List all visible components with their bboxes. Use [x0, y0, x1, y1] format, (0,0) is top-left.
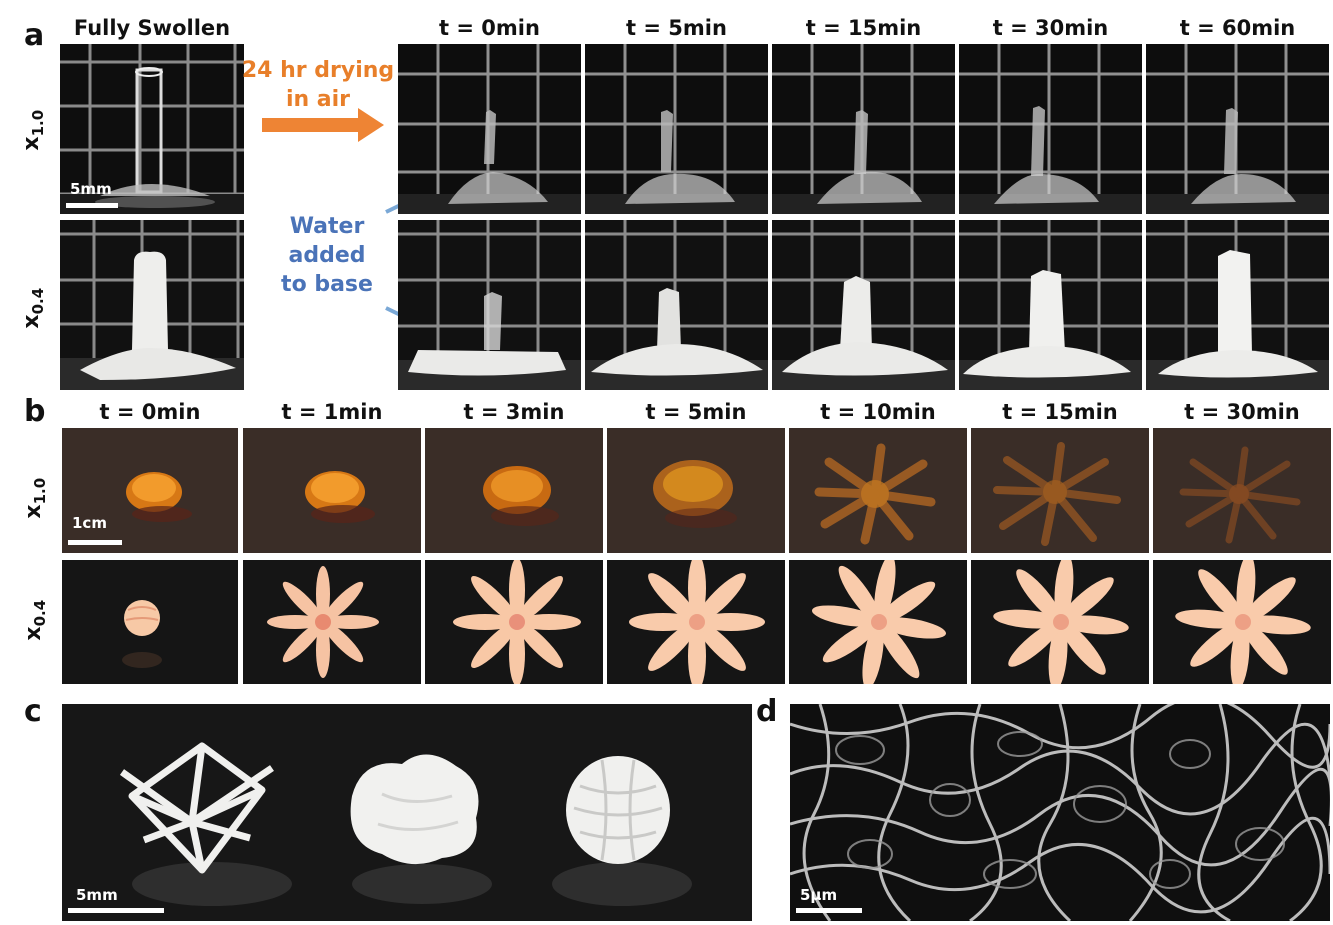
b-scale-text: 1cm [72, 514, 107, 532]
water-annotation: Water added to base [262, 212, 392, 299]
a-time-3: t = 30min [992, 16, 1109, 40]
water-line3: to base [281, 272, 373, 297]
b-x04-t0-photo [62, 560, 238, 684]
a-x10-t60-photo [1146, 44, 1329, 214]
b-x10-t1-photo [243, 428, 421, 553]
panel-label-a: a [24, 18, 45, 53]
d-scale-bar [796, 908, 862, 913]
swollen-x04-photo [60, 220, 244, 390]
a-time-0: t = 0min [439, 16, 540, 40]
a-x04-t0-photo [398, 220, 581, 390]
water-line1: Water [289, 214, 365, 239]
b-time-5: t = 15min [1002, 400, 1118, 424]
drying-arrow [262, 108, 384, 142]
a-x10-t15-photo [772, 44, 955, 214]
d-scale-text: 5µm [800, 886, 838, 904]
b-time-2: t = 3min [463, 400, 565, 424]
b-time-3: t = 5min [645, 400, 747, 424]
b-x04-t10-photo [789, 560, 967, 684]
a-scale-bar [66, 203, 118, 208]
panel-label-d: d [756, 694, 778, 729]
b-x10-t3-photo [425, 428, 603, 553]
fully-swollen-title: Fully Swollen [73, 16, 231, 40]
c-scale-bar [68, 908, 164, 913]
panel-label-c: c [24, 694, 42, 729]
swollen-x10-photo [60, 44, 244, 214]
a-time-1: t = 5min [626, 16, 727, 40]
b-x10-t30-photo [1153, 428, 1331, 553]
panel-label-b: b [24, 394, 46, 429]
a-row2-label: x0.4 [18, 287, 48, 329]
b-x10-t5-photo [607, 428, 785, 553]
a-time-2: t = 15min [805, 16, 922, 40]
b-x04-t30-photo [1153, 560, 1331, 684]
a-row2-label-wrap: x0.4 [8, 288, 58, 329]
d-sem-photo [790, 704, 1330, 921]
drying-annotation: 24 hr drying in air [240, 56, 396, 114]
a-time-4: t = 60min [1179, 16, 1296, 40]
b-x04-t5-photo [607, 560, 785, 684]
a-x04-t60-photo [1146, 220, 1329, 390]
a-x04-t5-photo [585, 220, 768, 390]
c-scale-text: 5mm [76, 886, 118, 904]
b-time-6: t = 30min [1184, 400, 1300, 424]
b-row1-label-wrap: x1.0 [10, 478, 60, 519]
b-row2-label-wrap: x0.4 [10, 600, 60, 641]
b-x04-t1-photo [243, 560, 421, 684]
c-photo [62, 704, 752, 921]
b-x04-t3-photo [425, 560, 603, 684]
b-row2-label: x0.4 [20, 599, 50, 641]
drying-line1: 24 hr drying [241, 58, 395, 83]
b-time-0: t = 0min [99, 400, 201, 424]
b-time-4: t = 10min [820, 400, 936, 424]
b-row1-label: x1.0 [20, 477, 50, 519]
a-row1-label: x1.0 [18, 109, 48, 151]
a-row1-label-wrap: x1.0 [8, 110, 58, 151]
b-x10-t15-photo [971, 428, 1149, 553]
b-x10-t10-photo [789, 428, 967, 553]
a-x04-t15-photo [772, 220, 955, 390]
a-scale-text: 5mm [70, 180, 112, 198]
b-x04-t15-photo [971, 560, 1149, 684]
b-scale-bar [68, 540, 122, 545]
water-line2: added [288, 243, 366, 268]
b-x10-t0-photo [62, 428, 238, 553]
a-x10-t5-photo [585, 44, 768, 214]
b-time-1: t = 1min [281, 400, 383, 424]
a-x10-t30-photo [959, 44, 1142, 214]
a-x10-t0-photo [398, 44, 581, 214]
a-x04-t30-photo [959, 220, 1142, 390]
drying-line2: in air [285, 87, 351, 112]
